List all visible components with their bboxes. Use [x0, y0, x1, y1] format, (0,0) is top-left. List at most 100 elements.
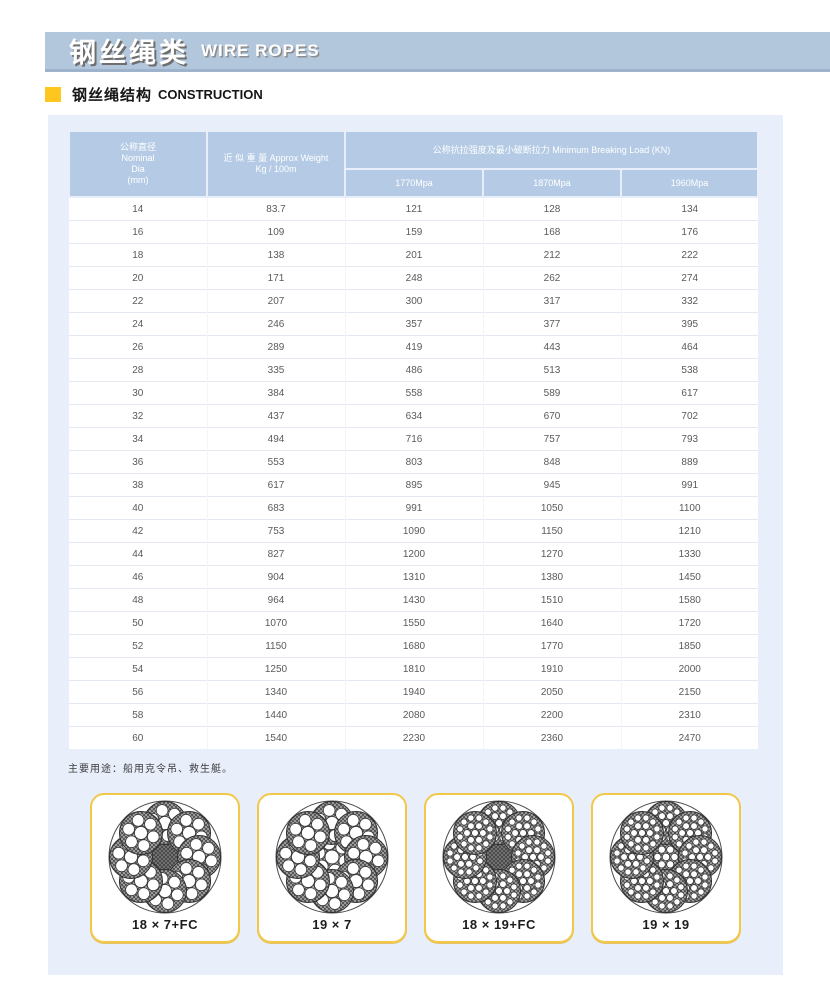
table-row: 20 171 248 262 274 [69, 266, 759, 290]
table-cell: 827 [206, 542, 345, 566]
table-cell: 1090 [344, 519, 483, 543]
table-cell: 46 [69, 565, 207, 589]
table-cell: 357 [344, 312, 483, 336]
table-cell: 40 [69, 496, 207, 520]
table-row: 48 964 1430 1510 1580 [69, 588, 759, 612]
table-cell: 60 [69, 726, 207, 749]
table-row: 14 83.7 121 128 134 [69, 196, 759, 221]
table-cell: 904 [206, 565, 345, 589]
table-cell: 171 [206, 266, 345, 290]
table-cell: 52 [69, 634, 207, 658]
table-cell: 1430 [344, 588, 483, 612]
table-cell: 1550 [344, 611, 483, 635]
header-breaking-load: 公称抗拉强度及最小破断拉力 Minimum Breaking Load (KN) [343, 130, 760, 170]
table-row: 44 827 1200 1270 1330 [69, 542, 759, 566]
rope-diagram-187FC [108, 800, 222, 914]
table-cell: 1810 [344, 657, 483, 681]
table-cell: 2050 [482, 680, 621, 704]
table-cell: 464 [620, 335, 759, 359]
table-cell: 2470 [620, 726, 759, 749]
table-cell: 50 [69, 611, 207, 635]
table-cell: 1510 [482, 588, 621, 612]
table-cell: 2310 [620, 703, 759, 727]
table-cell: 109 [206, 220, 345, 244]
usage-note: 主要用途：船用克令吊、救生艇。 [68, 764, 233, 775]
spec-table-header: 公称直径 Nominal Dia (mm) 近 似 重 量 Approx Wei… [68, 130, 760, 198]
table-cell: 558 [344, 381, 483, 405]
table-cell: 201 [344, 243, 483, 267]
table-cell: 1070 [206, 611, 345, 635]
rope-label: 19 × 19 [642, 917, 690, 932]
table-cell: 889 [620, 450, 759, 474]
table-cell: 36 [69, 450, 207, 474]
header-dia-line: 公称直径 [119, 142, 156, 152]
table-cell: 16 [69, 220, 207, 244]
table-cell: 274 [620, 266, 759, 290]
table-row: 34 494 716 757 793 [69, 427, 759, 451]
table-cell: 716 [344, 427, 483, 451]
header-approx-weight: 近 似 重 量 Approx Weight Kg / 100m [206, 130, 346, 198]
table-cell: 34 [69, 427, 207, 451]
rope-card: 18 × 19+FC [424, 793, 574, 943]
table-cell: 20 [69, 266, 207, 290]
rope-label: 18 × 7+FC [132, 917, 198, 932]
table-cell: 443 [482, 335, 621, 359]
table-row: 50 1070 1550 1640 1720 [69, 611, 759, 635]
table-row: 46 904 1310 1380 1450 [69, 565, 759, 589]
table-cell: 1680 [344, 634, 483, 658]
table-cell: 222 [620, 243, 759, 267]
table-cell: 335 [206, 358, 345, 382]
table-cell: 1050 [482, 496, 621, 520]
table-cell: 248 [344, 266, 483, 290]
table-cell: 24 [69, 312, 207, 336]
table-cell: 553 [206, 450, 345, 474]
table-cell: 54 [69, 657, 207, 681]
table-cell: 30 [69, 381, 207, 405]
spec-table: 公称直径 Nominal Dia (mm) 近 似 重 量 Approx Wei… [68, 130, 760, 749]
table-cell: 1540 [206, 726, 345, 749]
page-title-en: WIRE ROPES [201, 40, 320, 60]
table-cell: 1440 [206, 703, 345, 727]
table-cell: 384 [206, 381, 345, 405]
table-row: 36 553 803 848 889 [69, 450, 759, 474]
header-weight-line: 近 似 重 量 Approx Weight [223, 153, 329, 163]
table-cell: 683 [206, 496, 345, 520]
table-cell: 2230 [344, 726, 483, 749]
header-grade-1870: 1870Mpa [482, 168, 622, 198]
table-cell: 437 [206, 404, 345, 428]
rope-label: 19 × 7 [312, 917, 352, 932]
table-cell: 262 [482, 266, 621, 290]
table-cell: 1200 [344, 542, 483, 566]
table-row: 56 1340 1940 2050 2150 [69, 680, 759, 704]
table-cell: 1720 [620, 611, 759, 635]
table-cell: 128 [482, 196, 621, 221]
table-cell: 753 [206, 519, 345, 543]
table-cell: 48 [69, 588, 207, 612]
table-cell: 1310 [344, 565, 483, 589]
table-cell: 212 [482, 243, 621, 267]
table-cell: 1340 [206, 680, 345, 704]
header-grade-1960: 1960Mpa [619, 168, 760, 198]
table-row: 28 335 486 513 538 [69, 358, 759, 382]
table-cell: 176 [620, 220, 759, 244]
table-cell: 1210 [620, 519, 759, 543]
table-row: 24 246 357 377 395 [69, 312, 759, 336]
table-cell: 895 [344, 473, 483, 497]
table-cell: 2150 [620, 680, 759, 704]
table-row: 54 1250 1810 1910 2000 [69, 657, 759, 681]
table-cell: 2360 [482, 726, 621, 749]
table-row: 30 384 558 589 617 [69, 381, 759, 405]
table-cell: 42 [69, 519, 207, 543]
table-cell: 2080 [344, 703, 483, 727]
table-cell: 289 [206, 335, 345, 359]
table-cell: 300 [344, 289, 483, 313]
rope-card: 19 × 7 [257, 793, 407, 943]
table-cell: 28 [69, 358, 207, 382]
table-row: 52 1150 1680 1770 1850 [69, 634, 759, 658]
yellow-bullet-icon [45, 86, 61, 102]
header-weight-line: Kg / 100m [255, 164, 297, 174]
table-cell: 1910 [482, 657, 621, 681]
rope-cards: 18 × 7+FC 19 × 7 18 × 19+FC 19 × 19 [90, 793, 741, 943]
table-cell: 617 [620, 381, 759, 405]
header-dia-line: Dia [131, 164, 145, 174]
